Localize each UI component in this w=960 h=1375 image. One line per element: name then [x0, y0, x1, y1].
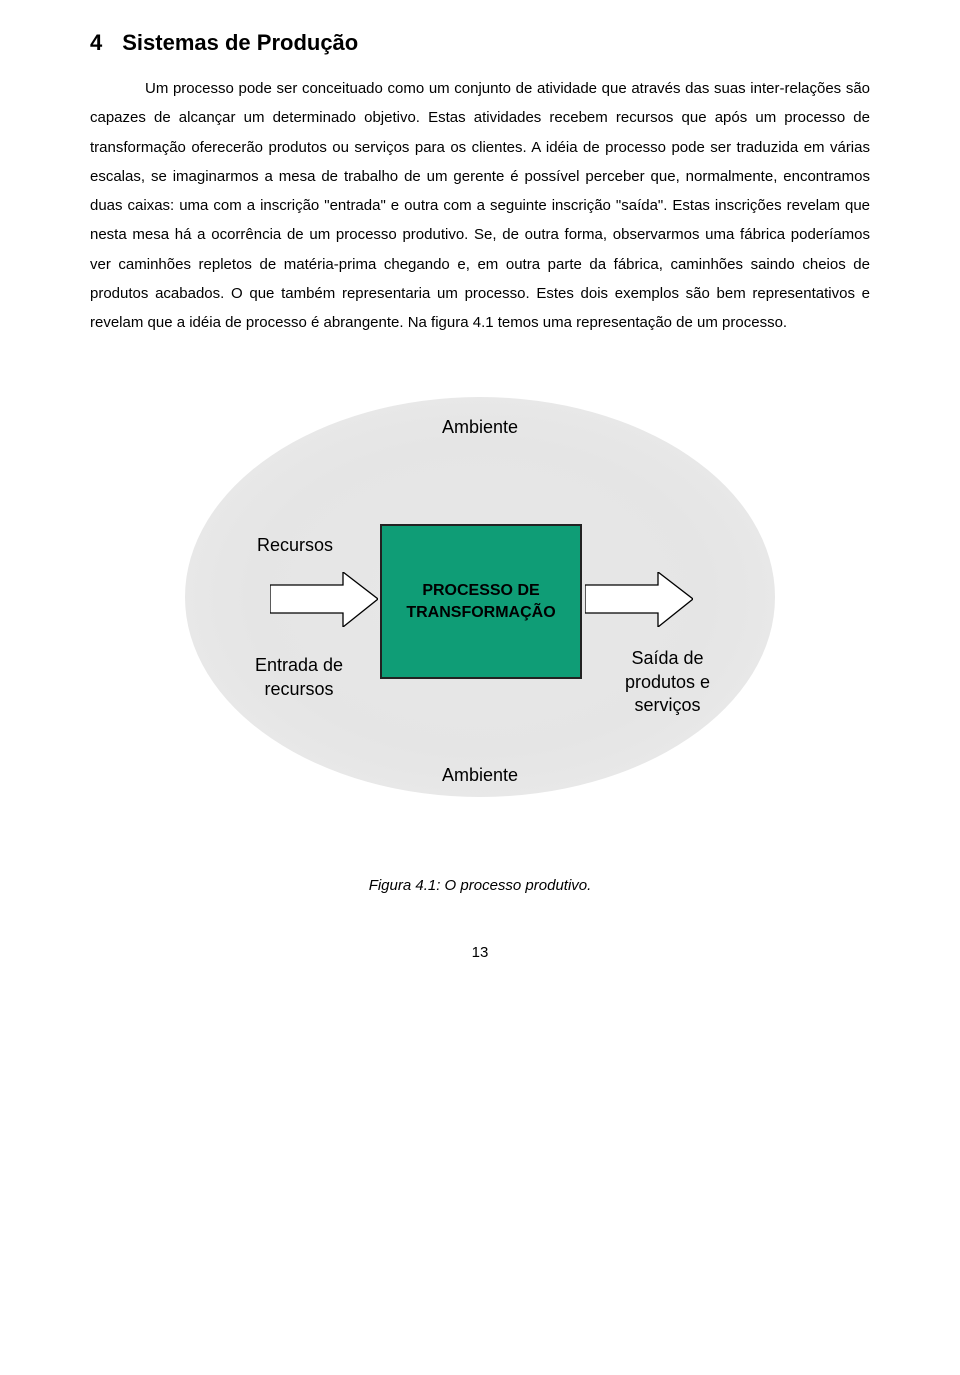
entrada-line2: recursos	[265, 679, 334, 699]
saida-line3: serviços	[635, 695, 701, 715]
heading-title: Sistemas de Produção	[122, 30, 358, 55]
process-diagram: Ambiente Recursos PROCESSO DE TRANSFORMA…	[185, 377, 775, 837]
saida-line1: Saída de	[632, 648, 704, 668]
section-heading: 4 Sistemas de Produção	[90, 30, 870, 56]
process-box-text: PROCESSO DE TRANSFORMAÇÃO	[406, 580, 555, 623]
heading-number: 4	[90, 30, 102, 55]
recursos-label: Recursos	[257, 535, 333, 556]
ambiente-top-label: Ambiente	[442, 417, 518, 438]
input-arrow-icon	[270, 572, 378, 627]
saida-label: Saída de produtos e serviços	[625, 647, 710, 717]
process-line1: PROCESSO DE	[422, 582, 539, 599]
output-arrow-icon	[585, 572, 693, 627]
page-number: 13	[90, 944, 870, 961]
ambiente-bottom-label: Ambiente	[442, 765, 518, 786]
body-paragraph: Um processo pode ser conceituado como um…	[90, 74, 870, 337]
entrada-label: Entrada de recursos	[255, 654, 343, 701]
entrada-line1: Entrada de	[255, 655, 343, 675]
figure-caption: Figura 4.1: O processo produtivo.	[90, 877, 870, 894]
process-box: PROCESSO DE TRANSFORMAÇÃO	[380, 524, 582, 679]
saida-line2: produtos e	[625, 672, 710, 692]
process-line2: TRANSFORMAÇÃO	[406, 604, 555, 621]
